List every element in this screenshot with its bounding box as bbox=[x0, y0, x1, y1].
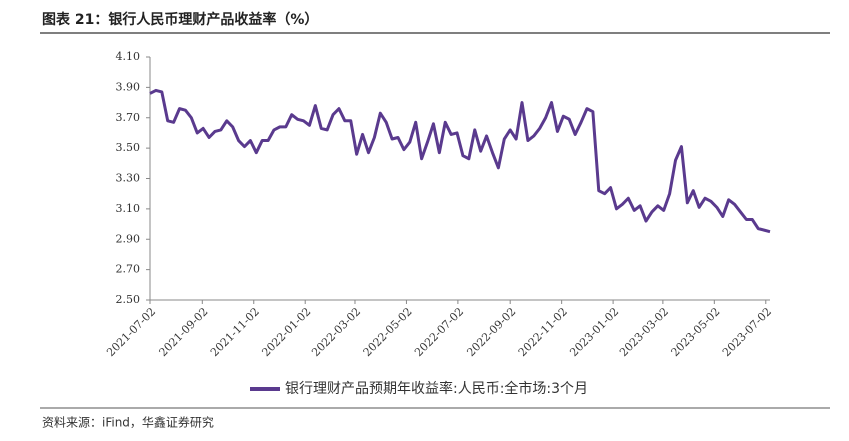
y-tick-label: 3.30 bbox=[116, 172, 141, 185]
chart-title: 图表 21：银行人民币理财产品收益率（%） bbox=[42, 11, 318, 28]
y-tick-label: 3.10 bbox=[116, 202, 141, 215]
x-tick-label: 2022-01-02 bbox=[259, 305, 313, 359]
x-tick-label: 2022-09-02 bbox=[464, 305, 518, 359]
x-tick-label: 2021-11-02 bbox=[208, 305, 262, 359]
y-tick-label: 2.90 bbox=[116, 232, 141, 245]
y-tick-label: 3.90 bbox=[116, 80, 141, 93]
x-tick-label: 2023-01-02 bbox=[567, 305, 621, 359]
y-tick-label: 3.70 bbox=[116, 111, 141, 124]
y-tick-label: 2.70 bbox=[116, 263, 141, 276]
x-tick-label: 2023-07-02 bbox=[720, 305, 774, 359]
y-tick-label: 2.50 bbox=[116, 293, 141, 306]
x-tick-label: 2023-05-02 bbox=[669, 305, 723, 359]
legend-label: 银行理财产品预期年收益率:人民币:全市场:3个月 bbox=[285, 380, 588, 397]
y-tick-label: 3.50 bbox=[116, 141, 141, 154]
x-tick-label: 2021-07-02 bbox=[104, 305, 158, 359]
x-tick-label: 2022-11-02 bbox=[516, 305, 570, 359]
series-line bbox=[149, 88, 771, 234]
x-tick-label: 2021-09-02 bbox=[157, 305, 211, 359]
x-tick-label: 2022-03-02 bbox=[309, 305, 363, 359]
source: 资料来源：iFind，华鑫证券研究 bbox=[42, 415, 214, 430]
y-tick-label: 4.10 bbox=[116, 50, 141, 63]
x-tick-label: 2023-03-02 bbox=[617, 305, 671, 359]
x-tick-label: 2022-07-02 bbox=[412, 305, 466, 359]
x-tick-label: 2022-05-02 bbox=[361, 305, 415, 359]
